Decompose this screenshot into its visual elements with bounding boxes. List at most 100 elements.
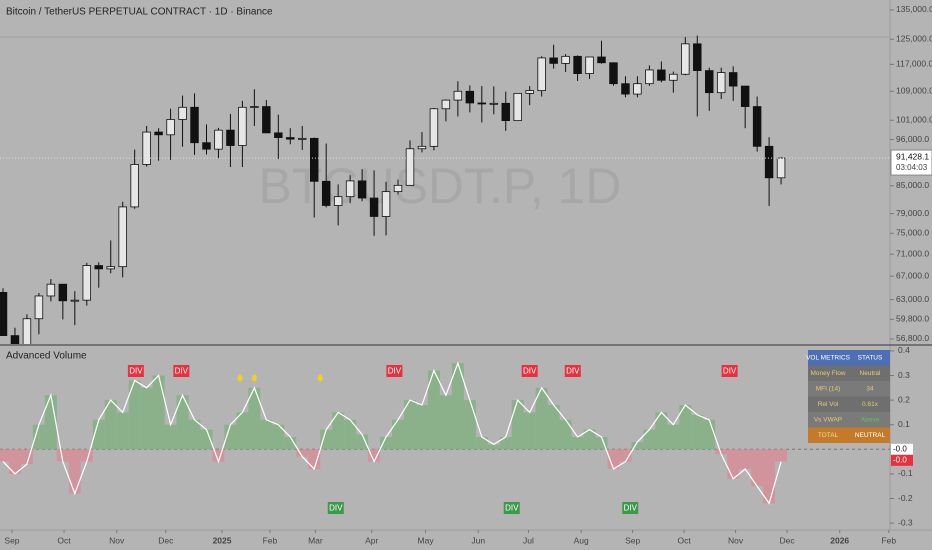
- oscillator-bar: [356, 434, 369, 450]
- candle-body: [740, 85, 750, 107]
- table-total-bg: [808, 427, 890, 443]
- oscillator-bar: [224, 424, 237, 450]
- oscillator-pane: [0, 361, 890, 505]
- oscillator-bar: [56, 449, 69, 462]
- oscillator-bar: [92, 419, 105, 450]
- y-tick-label: 0.1: [898, 419, 910, 429]
- value-badge-label: -0.0: [893, 444, 907, 453]
- x-tick-label: Sep: [4, 535, 19, 545]
- y-tick-label: 0.2: [898, 394, 910, 404]
- table-row-bg: [808, 412, 890, 428]
- oscillator-bar: [451, 363, 464, 450]
- oscillator-bar: [68, 449, 81, 494]
- oscillator-bar: [655, 412, 668, 450]
- candle-body: [369, 197, 379, 217]
- signal-label: DIV: [624, 504, 638, 513]
- x-tick-label: Apr: [365, 535, 378, 545]
- chart-title: Bitcoin / TetherUS PERPETUAL CONTRACT · …: [6, 7, 273, 18]
- oscillator-bar: [535, 387, 548, 450]
- oscillator-bar: [80, 449, 93, 462]
- y-tick-label: 85,000.0: [896, 180, 929, 190]
- candle-body: [693, 43, 702, 71]
- candle-body: [321, 180, 331, 206]
- candle-body: [357, 180, 367, 199]
- oscillator-bar: [380, 437, 393, 450]
- candle-body: [214, 129, 223, 150]
- table-row-cell: Vs VWAP: [814, 416, 842, 423]
- x-tick-label: Dec: [158, 535, 174, 545]
- table-row-bg: [808, 396, 890, 412]
- candle-body: [477, 102, 487, 105]
- candle-body: [10, 335, 20, 344]
- oscillator-bar: [284, 437, 297, 450]
- signal-label: DIV: [723, 367, 737, 376]
- oscillator-bar: [751, 449, 764, 487]
- candle-body: [441, 99, 451, 110]
- signal-box: [127, 365, 144, 377]
- oscillator-bar: [236, 412, 249, 450]
- oscillator-bar: [475, 437, 488, 450]
- oscillator-bar: [739, 449, 752, 469]
- candle-body: [465, 90, 475, 104]
- last-price-label: 91,428.1: [896, 151, 929, 161]
- oscillator-bar: [44, 395, 57, 450]
- candle-body: [190, 106, 199, 144]
- candle-body: [716, 72, 726, 94]
- signal-dot: [251, 374, 257, 382]
- y-tick-label: 135,000.0: [896, 4, 932, 14]
- candle-body: [166, 119, 175, 136]
- value-badge: [891, 443, 913, 455]
- oscillator-bar: [559, 419, 572, 450]
- oscillator-bar: [392, 419, 405, 450]
- candle-body: [0, 292, 8, 337]
- table-row-bg: [808, 365, 890, 381]
- oscillator-bar: [104, 400, 117, 450]
- candle-body: [178, 106, 187, 120]
- oscillator-bar: [248, 387, 261, 450]
- oscillator-bar: [679, 405, 692, 450]
- candle-body: [525, 90, 534, 94]
- oscillator-bar: [775, 449, 788, 462]
- signal-box: [521, 365, 538, 377]
- signal-label: DIV: [523, 367, 537, 376]
- x-tick-label: Oct: [57, 535, 71, 545]
- candle-body: [202, 142, 211, 150]
- oscillator-bar: [152, 375, 165, 450]
- oscillator-bar: [260, 419, 273, 450]
- table-row-cell: 34: [866, 385, 874, 392]
- indicator-title: Advanced Volume: [6, 351, 87, 362]
- candle-body: [609, 62, 618, 85]
- oscillator-bar: [164, 424, 177, 450]
- table-row-cell: MFI (14): [816, 385, 841, 392]
- x-tick-label: Oct: [677, 535, 691, 545]
- candle-body: [238, 106, 247, 146]
- table-row-cell: Neutral: [860, 370, 882, 377]
- table-header-cell: STATUS: [858, 354, 883, 361]
- signal-label: DIV: [388, 367, 402, 376]
- countdown-label: 03:04:03: [896, 163, 928, 172]
- candle-body: [513, 92, 522, 122]
- candle-body: [776, 157, 786, 179]
- x-tick-label: Feb: [263, 535, 278, 545]
- candle-body: [728, 72, 738, 87]
- oscillator-bar: [320, 429, 333, 450]
- candle-body: [250, 106, 259, 108]
- oscillator-bar: [212, 449, 225, 462]
- candle-body: [489, 102, 499, 105]
- candle-body: [70, 299, 80, 302]
- oscillator-bar: [8, 449, 21, 474]
- table-row-cell: Above: [861, 416, 880, 423]
- signal-label: DIV: [505, 504, 519, 513]
- candle-body: [58, 283, 68, 302]
- y-tick-label: 109,000.0: [896, 86, 932, 96]
- oscillator-bar: [523, 412, 536, 450]
- candle-body: [262, 106, 271, 134]
- oscillator-bar: [404, 400, 416, 450]
- table-header-bg: [808, 350, 890, 366]
- candle-body: [501, 102, 510, 122]
- oscillator-bar: [511, 400, 524, 450]
- candle-body: [226, 129, 235, 146]
- candle-body: [82, 265, 92, 301]
